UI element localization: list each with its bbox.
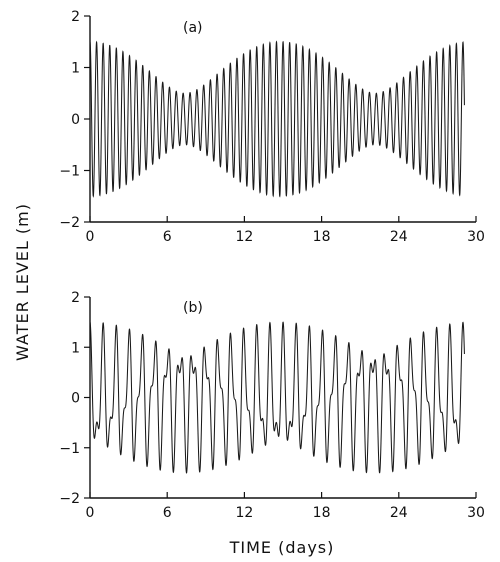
panel-b-label: (b) <box>183 300 203 316</box>
panel-a-label: (a) <box>183 20 203 36</box>
panel-a-x-tick-label: 0 <box>86 229 95 245</box>
panel-a-x-tick-label: 30 <box>467 229 485 245</box>
panel-b-y-tick-label: −2 <box>59 491 80 507</box>
panel-b-x-tick-label: 6 <box>163 505 172 521</box>
panel-a-y-tick-label: 2 <box>71 9 80 25</box>
panel-b-water-level-line <box>89 321 465 474</box>
panel-b-x-tick-label: 18 <box>313 505 331 521</box>
panel-b-y-tick-label: −1 <box>59 441 80 457</box>
panel-a-y-tick-label: 0 <box>71 112 80 128</box>
panel-a-x-tick-label: 18 <box>313 229 331 245</box>
panel-b-x-tick-label: 24 <box>390 505 408 521</box>
panel-a-water-level-line <box>89 40 465 198</box>
panel-b-y-tick-label: 1 <box>71 340 80 356</box>
panel-a-y-tick-label: −2 <box>59 215 80 231</box>
panel-b-x-tick-label: 12 <box>235 505 253 521</box>
y-axis-title: WATER LEVEL (m) <box>13 203 32 361</box>
panel-a-y-tick-label: 1 <box>71 61 80 77</box>
panel-a-x-tick-label: 24 <box>390 229 408 245</box>
panel-b-x-tick-label: 30 <box>467 505 485 521</box>
panel-b-y-tick-label: 0 <box>71 391 80 407</box>
panel-a-x-tick-label: 6 <box>163 229 172 245</box>
panel-a-x-tick-label: 12 <box>235 229 253 245</box>
panel-b-x-tick-label: 0 <box>86 505 95 521</box>
x-axis-title: TIME (days) <box>229 538 335 557</box>
panel-a-y-tick-label: −1 <box>59 164 80 180</box>
panel-b-y-tick-label: 2 <box>71 290 80 306</box>
